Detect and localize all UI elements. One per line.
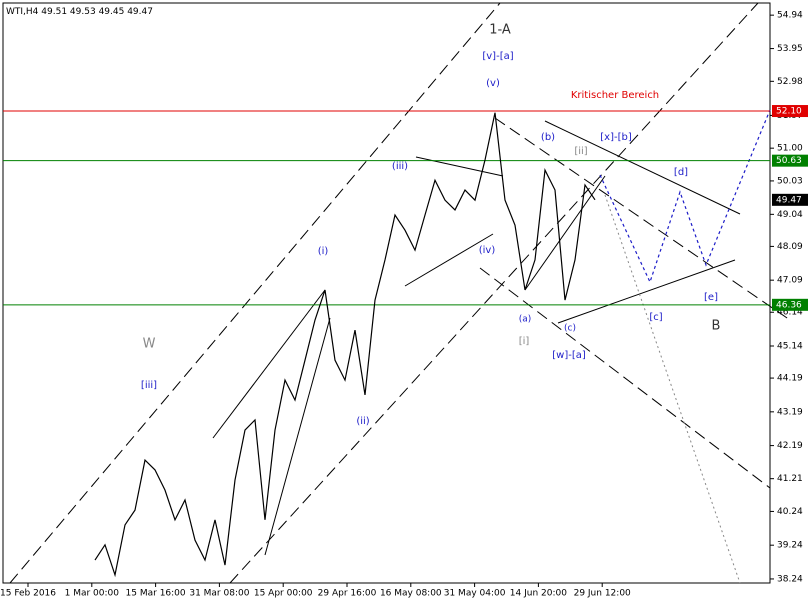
annotation: (b) bbox=[541, 132, 555, 143]
annotation: 1-A bbox=[489, 23, 511, 38]
symbol: WTI,H4 bbox=[6, 7, 39, 17]
current-price-label: 49.47 bbox=[776, 195, 802, 205]
y-tick-label: 53.95 bbox=[777, 44, 803, 54]
x-tick-label: 14 Jun 20:00 bbox=[510, 589, 567, 599]
y-tick-label: 47.09 bbox=[777, 276, 803, 286]
y-tick-label: 50.03 bbox=[777, 176, 803, 186]
trend-lines bbox=[212, 120, 741, 556]
price-level-box bbox=[772, 105, 808, 118]
x-tick-label: 15 Mar 16:00 bbox=[126, 589, 186, 599]
x-tick-label: 29 Apr 16:00 bbox=[318, 589, 377, 599]
y-tick-label: 45.14 bbox=[777, 342, 803, 352]
y-tick-label: 42.19 bbox=[777, 441, 803, 451]
x-tick-label: 16 May 08:00 bbox=[380, 589, 442, 599]
x-tick-label: 15 Feb 2016 bbox=[0, 589, 56, 599]
price-level-label: 52.10 bbox=[776, 107, 802, 117]
annotation: (i) bbox=[318, 246, 329, 257]
price-level-label: 46.36 bbox=[776, 300, 802, 310]
annotation: Kritischer Bereich bbox=[571, 90, 659, 101]
price-line bbox=[94, 112, 596, 578]
close: 49.47 bbox=[127, 7, 153, 17]
x-tick-label: 15 Apr 00:00 bbox=[254, 589, 313, 599]
annotation: [v]-[a] bbox=[482, 51, 513, 62]
annotation: (iii) bbox=[392, 161, 408, 172]
x-tick-label: 1 Mar 00:00 bbox=[65, 589, 120, 599]
annotation: [x]-[b] bbox=[600, 132, 632, 143]
high: 49.53 bbox=[70, 7, 96, 17]
annotation: (iv) bbox=[479, 245, 496, 256]
y-tick-label: 39.24 bbox=[777, 541, 803, 551]
annotation: [ii] bbox=[574, 146, 587, 157]
header: WTI,H4 49.51 49.53 49.45 49.47 bbox=[6, 7, 153, 17]
price-level-box bbox=[772, 298, 808, 311]
current-price-box bbox=[772, 193, 808, 206]
annotation: [w]-[a] bbox=[552, 350, 586, 361]
annotation: W bbox=[143, 337, 156, 352]
y-tick-label: 49.04 bbox=[777, 210, 803, 220]
annotation: B bbox=[712, 319, 721, 334]
y-tick-label: 43.19 bbox=[777, 407, 803, 417]
y-tick-label: 41.21 bbox=[777, 474, 803, 484]
y-tick-label: 44.19 bbox=[777, 374, 803, 384]
y-tick-label: 40.24 bbox=[777, 507, 803, 517]
annotation: (c) bbox=[564, 324, 576, 334]
plot-frame bbox=[2, 2, 771, 584]
projection-line bbox=[604, 194, 741, 584]
annotation: [c] bbox=[649, 312, 662, 323]
x-tick-label: 31 May 04:00 bbox=[444, 589, 506, 599]
y-tick-label: 46.14 bbox=[777, 308, 803, 318]
x-tick-label: 31 Mar 08:00 bbox=[189, 589, 249, 599]
y-tick-label: 48.09 bbox=[777, 242, 803, 252]
y-tick-label: 51.00 bbox=[777, 144, 803, 154]
y-tick-label: 52.98 bbox=[777, 77, 803, 87]
open: 49.51 bbox=[41, 7, 67, 17]
projection-path bbox=[599, 109, 771, 284]
y-tick-label: 38.24 bbox=[777, 574, 803, 584]
annotation: [iii] bbox=[141, 380, 157, 391]
price-level-box bbox=[772, 154, 808, 167]
y-tick-label: 54.94 bbox=[777, 11, 803, 21]
annotation: [d] bbox=[674, 167, 688, 178]
annotation: (v) bbox=[486, 78, 500, 89]
annotation: [e] bbox=[704, 292, 718, 303]
low: 49.45 bbox=[99, 7, 125, 17]
annotation: [i] bbox=[519, 336, 530, 347]
annotation: (ii) bbox=[356, 416, 369, 427]
annotation: (a) bbox=[519, 315, 532, 325]
x-tick-label: 29 Jun 12:00 bbox=[574, 589, 631, 599]
price-level-label: 50.63 bbox=[776, 156, 802, 166]
channel-lines bbox=[9, 2, 791, 584]
annotations: 1-A [v]-[a] (v) Kritischer Bereich (b) [… bbox=[141, 23, 721, 428]
